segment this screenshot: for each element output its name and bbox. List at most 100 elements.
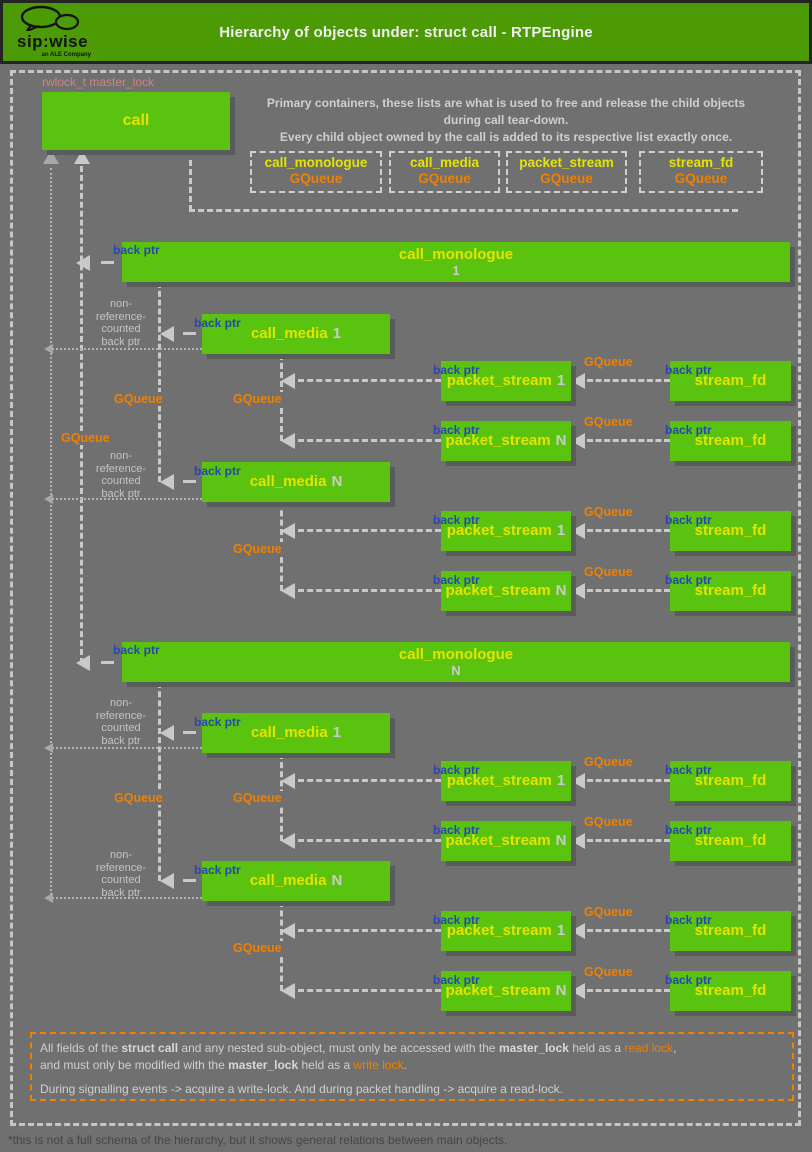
- arrowhead-left-icon: [281, 583, 295, 599]
- dash-piece: [101, 661, 114, 664]
- packet-stream-box: packet_stream N: [441, 971, 571, 1011]
- back-ptr-label: back ptr: [665, 513, 712, 527]
- box-number: N: [331, 872, 343, 889]
- arrowhead-left-icon: [281, 773, 295, 789]
- gqueue-label: GQueue: [232, 542, 283, 556]
- connector-line: [587, 379, 670, 382]
- call-media-box: call_media N: [202, 462, 390, 502]
- dash-piece: [183, 879, 196, 882]
- connector-line: [587, 529, 670, 532]
- box-number: N: [555, 982, 567, 999]
- back-ptr-label: back ptr: [433, 913, 480, 927]
- arrowhead-left-icon: [281, 433, 295, 449]
- arrowhead-left-icon: [44, 743, 53, 753]
- call-box: call: [42, 92, 230, 150]
- back-ptr-label: back ptr: [194, 715, 241, 729]
- dotted-line: [52, 348, 202, 350]
- back-ptr-label: back ptr: [665, 763, 712, 777]
- box-title: call_media: [249, 473, 327, 490]
- box-number: 1: [556, 922, 566, 939]
- gqueue-label: GQueue: [583, 415, 634, 429]
- gqueue-label: GQueue: [113, 392, 164, 406]
- box-number: N: [451, 663, 461, 678]
- box-title: stream_fd: [694, 372, 767, 389]
- connector-line: [80, 166, 83, 664]
- connector-line: [158, 282, 161, 482]
- dash-piece: [183, 731, 196, 734]
- intro-line: during call tear-down.: [443, 113, 569, 127]
- arrowhead-left-icon: [44, 344, 53, 354]
- box-title: stream_fd: [694, 582, 767, 599]
- connector-line: [298, 379, 441, 382]
- connector-line: [587, 589, 670, 592]
- arrowhead-up-icon: [74, 150, 90, 164]
- arrowhead-left-icon: [44, 893, 53, 903]
- arrowhead-left-icon: [281, 983, 295, 999]
- arrowhead-left-icon: [281, 923, 295, 939]
- box-number: 1: [332, 724, 342, 741]
- connector-line: [298, 439, 441, 442]
- arrowhead-left-icon: [571, 373, 585, 389]
- back-ptr-label: back ptr: [665, 423, 712, 437]
- connector-line: [158, 682, 161, 881]
- connector-line: [298, 529, 441, 532]
- connector-line: [587, 839, 670, 842]
- gqueue-label: GQueue: [232, 791, 283, 805]
- box-title: stream_fd: [694, 772, 767, 789]
- box-title: stream_fd: [694, 832, 767, 849]
- arrowhead-left-icon: [571, 983, 585, 999]
- non-ref-label: non-reference-counted back ptr: [95, 450, 147, 500]
- box-number: N: [555, 832, 567, 849]
- box-title: packet_stream: [446, 922, 552, 939]
- box-title: call_media: [249, 872, 327, 889]
- back-ptr-label: back ptr: [665, 363, 712, 377]
- gqueue-label: GQueue: [583, 965, 634, 979]
- box-title: packet_stream: [445, 982, 551, 999]
- connector-line: [298, 839, 441, 842]
- packet-stream-box: packet_stream 1: [441, 911, 571, 951]
- gqueue-label: GQueue: [583, 815, 634, 829]
- legend-queue: GQueue: [674, 171, 728, 186]
- arrowhead-left-icon: [571, 583, 585, 599]
- legend-name: call_monologue: [264, 155, 368, 170]
- gqueue-label: GQueue: [583, 355, 634, 369]
- packet-stream-box: packet_stream N: [441, 571, 571, 611]
- gqueue-label: GQueue: [583, 565, 634, 579]
- speech-bubbles-icon: [20, 5, 80, 34]
- packet-stream-box: packet_stream 1: [441, 761, 571, 801]
- back-ptr-label: back ptr: [194, 863, 241, 877]
- write-lock-text: write lock: [353, 1058, 404, 1072]
- connector-line: [298, 779, 441, 782]
- box-title: packet_stream: [446, 522, 552, 539]
- connector-line: [298, 929, 441, 932]
- packet-stream-box: packet_stream 1: [441, 361, 571, 401]
- dash-piece: [183, 332, 196, 335]
- non-ref-label: non-reference-counted back ptr: [95, 697, 147, 747]
- legend-name: packet_stream: [519, 155, 614, 170]
- box-number: 1: [556, 372, 566, 389]
- intro-note: Primary containers, these lists are what…: [250, 95, 762, 146]
- box-title: packet_stream: [446, 772, 552, 789]
- gqueue-label: GQueue: [583, 905, 634, 919]
- box-title: call_media: [250, 325, 328, 342]
- box-number: N: [331, 473, 343, 490]
- packet-stream-box: packet_stream 1: [441, 511, 571, 551]
- back-ptr-label: back ptr: [433, 363, 480, 377]
- arrowhead-left-icon: [281, 373, 295, 389]
- stream-fd-box: stream_fd: [670, 911, 791, 951]
- box-number: 1: [332, 325, 342, 342]
- gqueue-label: GQueue: [583, 755, 634, 769]
- box-title: stream_fd: [694, 922, 767, 939]
- dash-piece: [101, 261, 114, 264]
- box-title: call: [122, 112, 150, 129]
- non-ref-label: non-reference-counted back ptr: [95, 298, 147, 348]
- back-ptr-label: back ptr: [665, 823, 712, 837]
- legend-queue: GQueue: [540, 171, 593, 186]
- back-ptr-label: back ptr: [433, 423, 480, 437]
- master-lock-label: rwlock_t master_lock: [42, 75, 155, 89]
- box-number: 1: [452, 263, 460, 278]
- back-ptr-label: back ptr: [433, 573, 480, 587]
- stream-fd-box: stream_fd: [670, 821, 791, 861]
- arrowhead-up-icon: [43, 150, 59, 164]
